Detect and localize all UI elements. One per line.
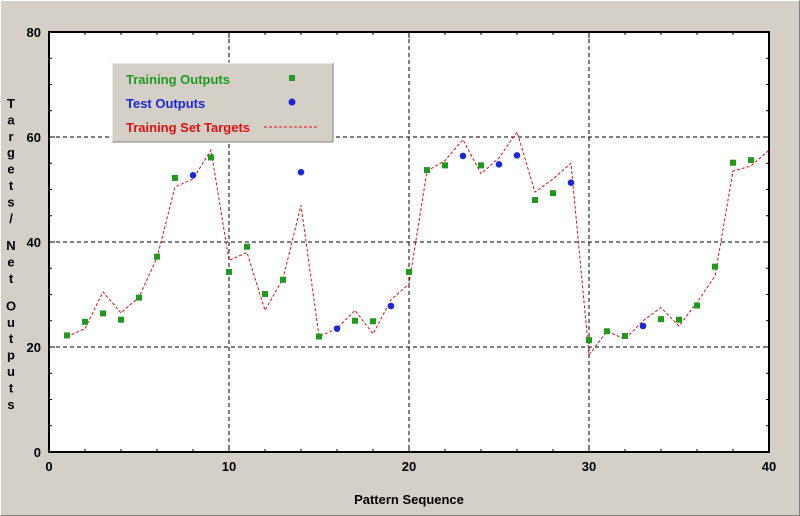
training-output-point — [316, 333, 322, 340]
training-output-point — [262, 290, 268, 297]
y-axis-title-char: T — [7, 96, 15, 111]
training-output-point — [532, 197, 538, 203]
y-tick-label: 60 — [27, 130, 41, 145]
training-output-point — [82, 318, 88, 325]
x-tick-label: 40 — [762, 459, 776, 474]
series-lines — [66, 130, 770, 357]
y-axis-title-char: t — [9, 178, 14, 193]
training-output-point — [694, 302, 700, 309]
legend-symbol-square — [289, 75, 295, 81]
x-axis-title: Pattern Sequence — [354, 492, 464, 507]
training-output-point — [64, 332, 70, 339]
legend-label-training-set-targets: Training Set Targets — [126, 120, 250, 135]
training-output-point — [478, 162, 484, 169]
y-axis-title-char: O — [6, 298, 16, 313]
test-output-point — [513, 152, 521, 159]
training-output-point — [352, 317, 358, 324]
axis-ticks — [48, 31, 770, 453]
training-output-point — [226, 268, 232, 275]
training-output-point — [748, 157, 754, 164]
training-output-point — [604, 328, 610, 335]
legend-label-training-outputs: Training Outputs — [126, 72, 230, 87]
tick-labels: 0 10 20 30 40 0 20 40 60 80 — [27, 25, 777, 474]
series-line-training-set-targets — [66, 130, 770, 357]
y-axis-title-char: g — [7, 145, 15, 160]
test-output-point — [495, 161, 503, 168]
training-output-point — [442, 162, 448, 169]
training-output-point — [370, 318, 376, 325]
training-output-point — [154, 253, 160, 260]
training-output-point — [100, 310, 106, 317]
training-output-point — [676, 316, 682, 323]
y-axis-title-char: t — [9, 331, 14, 346]
test-output-point — [639, 322, 647, 330]
y-axis-title-char: s — [7, 194, 14, 209]
training-output-point — [424, 167, 430, 174]
y-axis-title-char: / — [9, 211, 13, 226]
y-axis-title-char: e — [7, 162, 14, 177]
y-axis-title-char: t — [9, 271, 14, 286]
x-tick-label: 10 — [222, 459, 236, 474]
training-output-point — [208, 154, 214, 161]
training-output-point — [406, 268, 412, 275]
x-tick-label: 0 — [45, 459, 52, 474]
y-axis-title-char: t — [9, 380, 14, 395]
legend-label-test-outputs: Test Outputs — [126, 96, 205, 111]
y-axis-title-char: u — [7, 315, 15, 330]
test-output-point — [459, 152, 467, 160]
training-output-point — [118, 316, 124, 323]
test-output-point — [333, 325, 341, 332]
test-output-point — [297, 168, 305, 176]
training-output-point — [136, 294, 142, 301]
training-output-point — [172, 174, 178, 181]
training-output-point — [550, 190, 556, 197]
y-axis-title-char: N — [6, 238, 15, 253]
training-output-point — [280, 276, 286, 283]
y-axis-title-char: a — [7, 112, 15, 127]
legend-symbol-circle — [288, 98, 296, 106]
training-output-point — [658, 316, 664, 323]
y-axis-title-char: r — [8, 129, 13, 144]
y-tick-label: 0 — [34, 445, 41, 460]
x-tick-label: 30 — [582, 459, 596, 474]
series-points — [64, 152, 754, 344]
training-output-point — [730, 159, 736, 166]
y-axis-title-char: e — [7, 255, 14, 270]
training-output-point — [712, 263, 718, 270]
y-axis-title-char: s — [7, 397, 14, 412]
test-output-point — [189, 172, 197, 179]
y-tick-label: 20 — [27, 340, 41, 355]
x-tick-label: 20 — [402, 459, 416, 474]
training-output-point — [622, 332, 628, 339]
training-output-point — [586, 337, 592, 344]
y-axis-title-char: p — [7, 348, 15, 363]
y-tick-label: 40 — [27, 235, 41, 250]
training-output-point — [244, 243, 250, 250]
y-axis-title-char: u — [7, 364, 15, 379]
test-output-point — [387, 302, 395, 310]
test-output-point — [567, 179, 575, 186]
y-tick-label: 80 — [27, 25, 41, 40]
legend: Training Outputs Test Outputs Training S… — [111, 62, 334, 143]
